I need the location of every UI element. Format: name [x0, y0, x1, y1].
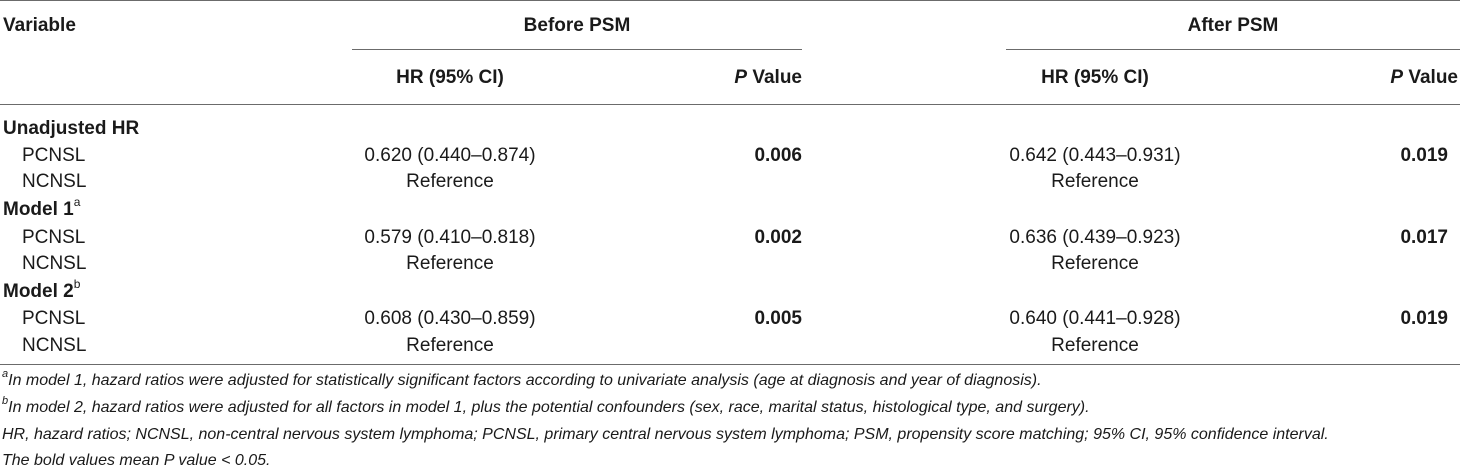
footnote-b: bIn model 2, hazard ratios were adjusted…	[2, 394, 1090, 416]
group-label: Unadjusted HR	[3, 118, 140, 139]
header-before-p: P Value	[734, 67, 802, 88]
before-hr-cell: Reference	[406, 253, 494, 274]
footnote-abbreviations: HR, hazard ratios; NCNSL, non-central ne…	[2, 426, 1329, 443]
header-after-p: P Value	[1390, 67, 1458, 88]
after-p-cell: 0.017	[1400, 227, 1448, 248]
header-after-hr: HR (95% CI)	[1041, 67, 1149, 88]
row-label: NCNSL	[22, 335, 87, 356]
after-hr-cell: 0.636 (0.439–0.923)	[1009, 227, 1181, 248]
after-psm-rule	[1006, 49, 1460, 50]
row-label: NCNSL	[22, 171, 87, 192]
group-label: Model 1a	[3, 194, 81, 220]
header-before-hr: HR (95% CI)	[396, 67, 504, 88]
header-variable: Variable	[3, 15, 76, 36]
footnote-bold-note: The bold values mean P value < 0.05.	[2, 452, 271, 469]
group-label: Model 2b	[3, 276, 81, 302]
header-before-psm: Before PSM	[523, 15, 631, 36]
row-label: PCNSL	[22, 227, 86, 248]
top-rule	[0, 0, 1460, 1]
before-p-cell: 0.006	[754, 145, 802, 166]
row-label: PCNSL	[22, 145, 86, 166]
before-p-cell: 0.005	[754, 308, 802, 329]
after-hr-cell: Reference	[1051, 171, 1139, 192]
after-hr-cell: Reference	[1051, 253, 1139, 274]
footnote-a: aIn model 1, hazard ratios were adjusted…	[2, 367, 1042, 389]
after-hr-cell: 0.642 (0.443–0.931)	[1009, 145, 1181, 166]
header-bottom-rule	[0, 104, 1460, 105]
after-p-cell: 0.019	[1400, 145, 1448, 166]
before-hr-cell: Reference	[406, 335, 494, 356]
row-label: NCNSL	[22, 253, 87, 274]
after-hr-cell: Reference	[1051, 335, 1139, 356]
row-label: PCNSL	[22, 308, 86, 329]
before-hr-cell: 0.608 (0.430–0.859)	[364, 308, 536, 329]
table-bottom-rule	[0, 364, 1460, 365]
before-hr-cell: 0.620 (0.440–0.874)	[364, 145, 536, 166]
before-hr-cell: Reference	[406, 171, 494, 192]
before-hr-cell: 0.579 (0.410–0.818)	[364, 227, 536, 248]
before-p-cell: 0.002	[754, 227, 802, 248]
before-psm-rule	[352, 49, 802, 50]
after-hr-cell: 0.640 (0.441–0.928)	[1009, 308, 1181, 329]
after-p-cell: 0.019	[1400, 308, 1448, 329]
header-after-psm: After PSM	[1187, 15, 1279, 36]
